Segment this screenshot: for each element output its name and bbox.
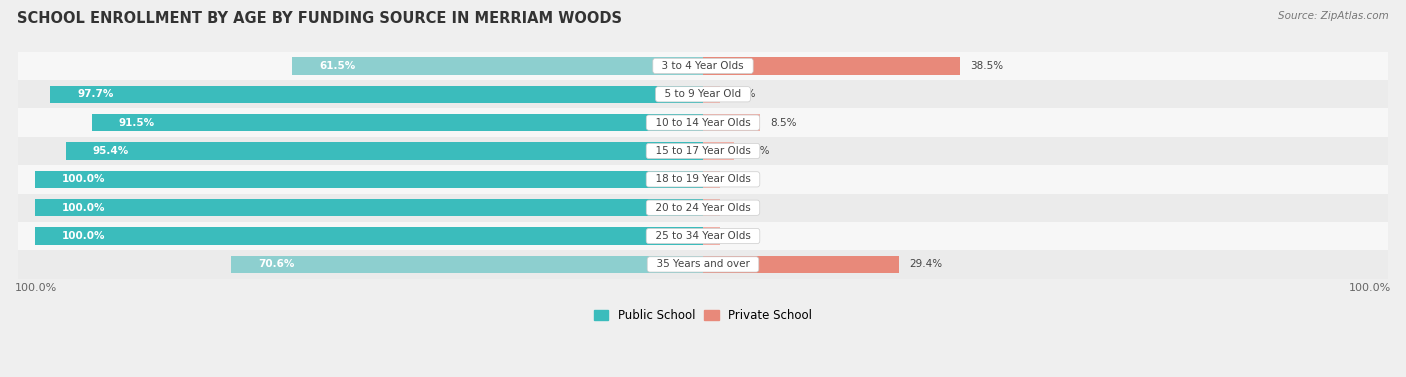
- Text: 0.0%: 0.0%: [730, 203, 756, 213]
- Text: 10 to 14 Year Olds: 10 to 14 Year Olds: [650, 118, 756, 128]
- Bar: [18, 109, 1388, 137]
- Bar: [18, 80, 1388, 109]
- Text: 100.0%: 100.0%: [15, 283, 58, 293]
- Bar: [292, 57, 703, 75]
- Text: 0.0%: 0.0%: [730, 174, 756, 184]
- Text: 29.4%: 29.4%: [910, 259, 942, 270]
- Text: 25 to 34 Year Olds: 25 to 34 Year Olds: [648, 231, 758, 241]
- Bar: [35, 227, 703, 245]
- Text: Source: ZipAtlas.com: Source: ZipAtlas.com: [1278, 11, 1389, 21]
- Text: 8.5%: 8.5%: [770, 118, 796, 128]
- Bar: [18, 222, 1388, 250]
- Bar: [18, 193, 1388, 222]
- Bar: [35, 170, 703, 188]
- Bar: [703, 142, 734, 160]
- Bar: [18, 165, 1388, 193]
- Text: 38.5%: 38.5%: [970, 61, 1004, 71]
- Bar: [232, 256, 703, 273]
- Text: 100.0%: 100.0%: [62, 174, 105, 184]
- Bar: [18, 250, 1388, 279]
- Text: 0.0%: 0.0%: [730, 231, 756, 241]
- Bar: [703, 57, 960, 75]
- Text: 97.7%: 97.7%: [77, 89, 114, 99]
- Text: 100.0%: 100.0%: [62, 203, 105, 213]
- Text: 95.4%: 95.4%: [93, 146, 129, 156]
- Bar: [35, 199, 703, 216]
- Text: 35 Years and over: 35 Years and over: [650, 259, 756, 270]
- Bar: [66, 142, 703, 160]
- Legend: Public School, Private School: Public School, Private School: [589, 304, 817, 326]
- Text: 15 to 17 Year Olds: 15 to 17 Year Olds: [648, 146, 758, 156]
- Bar: [703, 86, 720, 103]
- Bar: [703, 227, 720, 245]
- Text: 100.0%: 100.0%: [1348, 283, 1391, 293]
- Text: 5 to 9 Year Old: 5 to 9 Year Old: [658, 89, 748, 99]
- Text: 70.6%: 70.6%: [259, 259, 294, 270]
- Bar: [703, 170, 720, 188]
- Text: 61.5%: 61.5%: [319, 61, 356, 71]
- Bar: [703, 199, 720, 216]
- Text: 2.3%: 2.3%: [730, 89, 756, 99]
- Text: 100.0%: 100.0%: [62, 231, 105, 241]
- Bar: [703, 256, 900, 273]
- Text: 91.5%: 91.5%: [118, 118, 155, 128]
- Bar: [703, 114, 759, 132]
- Text: 3 to 4 Year Olds: 3 to 4 Year Olds: [655, 61, 751, 71]
- Text: 18 to 19 Year Olds: 18 to 19 Year Olds: [648, 174, 758, 184]
- Bar: [91, 114, 703, 132]
- Bar: [51, 86, 703, 103]
- Text: 4.6%: 4.6%: [744, 146, 770, 156]
- Bar: [18, 52, 1388, 80]
- Text: 20 to 24 Year Olds: 20 to 24 Year Olds: [650, 203, 756, 213]
- Bar: [18, 137, 1388, 165]
- Text: SCHOOL ENROLLMENT BY AGE BY FUNDING SOURCE IN MERRIAM WOODS: SCHOOL ENROLLMENT BY AGE BY FUNDING SOUR…: [17, 11, 621, 26]
